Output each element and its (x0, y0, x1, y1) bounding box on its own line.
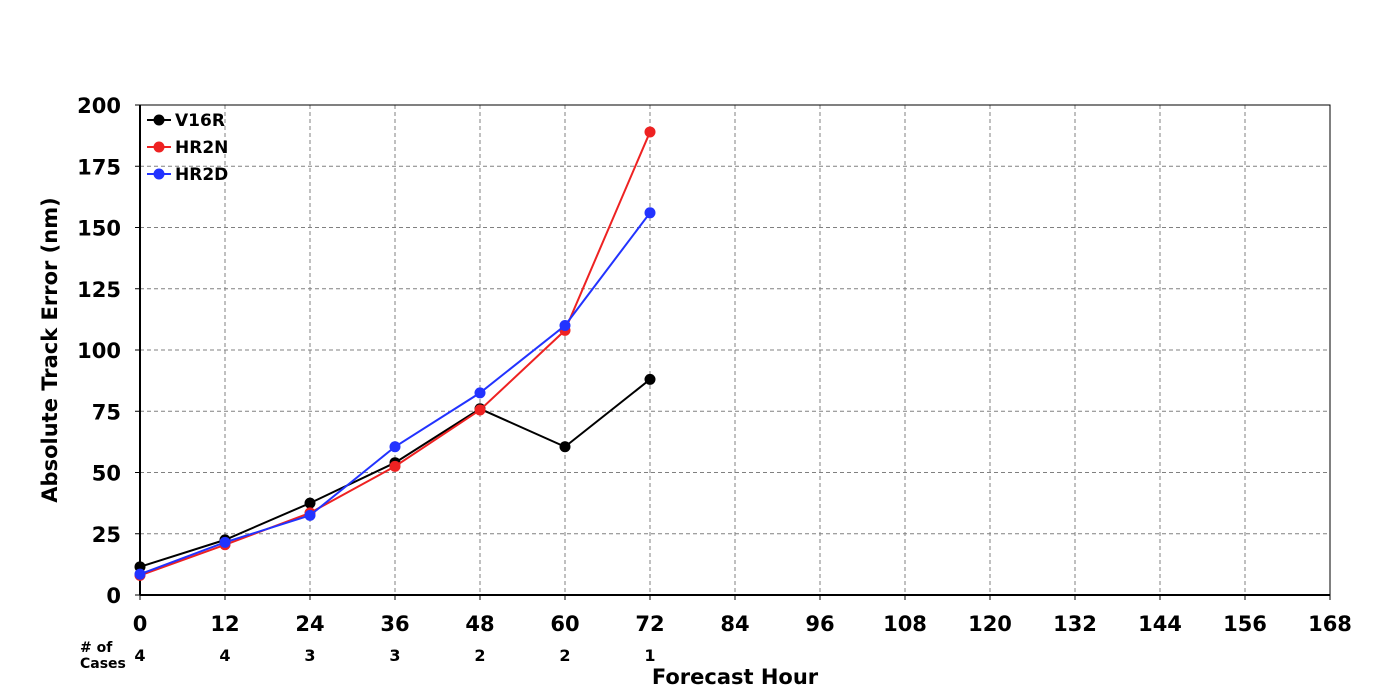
x-tick-label: 96 (805, 612, 834, 636)
y-tick-label: 25 (92, 523, 121, 547)
x-tick-label: 168 (1308, 612, 1352, 636)
x-tick-label: 60 (550, 612, 579, 636)
legend-label-v16r: V16R (175, 111, 225, 131)
x-tick-label: 36 (380, 612, 409, 636)
case-count: 4 (219, 646, 230, 665)
data-point-hr2d (219, 536, 231, 548)
x-tick-label: 0 (133, 612, 148, 636)
y-tick-label: 75 (92, 400, 121, 424)
y-tick-label: 175 (77, 155, 121, 179)
legend-marker-hr2n (153, 141, 165, 153)
x-tick-label: 12 (210, 612, 239, 636)
x-tick-label: 156 (1223, 612, 1267, 636)
data-point-hr2d (304, 509, 316, 521)
legend-marker-hr2d (153, 168, 165, 180)
y-tick-label: 125 (77, 278, 121, 302)
y-tick-label: 0 (106, 584, 121, 608)
case-count: 2 (559, 646, 570, 665)
data-point-hr2d (474, 387, 486, 399)
x-axis-title: Forecast Hour (652, 665, 819, 689)
data-point-hr2d (644, 207, 656, 219)
x-tick-label: 108 (883, 612, 927, 636)
case-count: 2 (474, 646, 485, 665)
y-axis-title: Absolute Track Error (nm) (38, 197, 62, 502)
cases-label-line1: # of (80, 640, 113, 656)
data-point-hr2d (389, 441, 401, 453)
x-tick-label: 48 (465, 612, 494, 636)
y-tick-label: 100 (77, 339, 121, 363)
legend: V16R HR2N HR2D (147, 111, 228, 185)
data-point-hr2d (134, 568, 146, 580)
x-tick-label: 120 (968, 612, 1012, 636)
data-point-hr2n (389, 460, 401, 472)
y-tick-label: 50 (92, 462, 121, 486)
x-tick-label: 24 (295, 612, 324, 636)
y-tick-label: 150 (77, 217, 121, 241)
case-count: 1 (644, 646, 655, 665)
grid-layer (140, 105, 1330, 595)
data-point-hr2d (559, 320, 571, 331)
y-ticks: 0 25 50 75 100 125 150 175 200 (77, 94, 140, 608)
y-tick-label: 200 (77, 94, 121, 118)
legend-label-hr2d: HR2D (175, 165, 228, 185)
x-tick-label: 132 (1053, 612, 1097, 636)
data-point-hr2n (474, 404, 486, 416)
series-layer (134, 126, 656, 581)
data-point-v16r (644, 373, 656, 385)
legend-marker-v16r (153, 114, 165, 126)
x-tick-label: 144 (1138, 612, 1182, 636)
data-point-hr2n (644, 126, 656, 138)
data-point-v16r (304, 497, 316, 509)
x-tick-label: 72 (635, 612, 664, 636)
case-count: 3 (389, 646, 400, 665)
cases-label-line2: Cases (80, 656, 126, 672)
case-count: 4 (134, 646, 145, 665)
x-tick-label: 84 (720, 612, 749, 636)
cases-row: # of Cases 4 4 3 3 2 2 1 (80, 640, 656, 672)
data-point-v16r (559, 441, 571, 453)
case-count: 3 (304, 646, 315, 665)
legend-label-hr2n: HR2N (175, 138, 228, 158)
x-ticks: 0 12 24 36 48 60 72 84 96 108 120 132 144 156 168 (133, 595, 1352, 636)
